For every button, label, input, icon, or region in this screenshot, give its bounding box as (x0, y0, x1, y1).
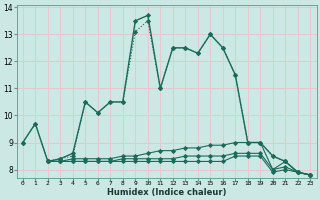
X-axis label: Humidex (Indice chaleur): Humidex (Indice chaleur) (107, 188, 226, 197)
